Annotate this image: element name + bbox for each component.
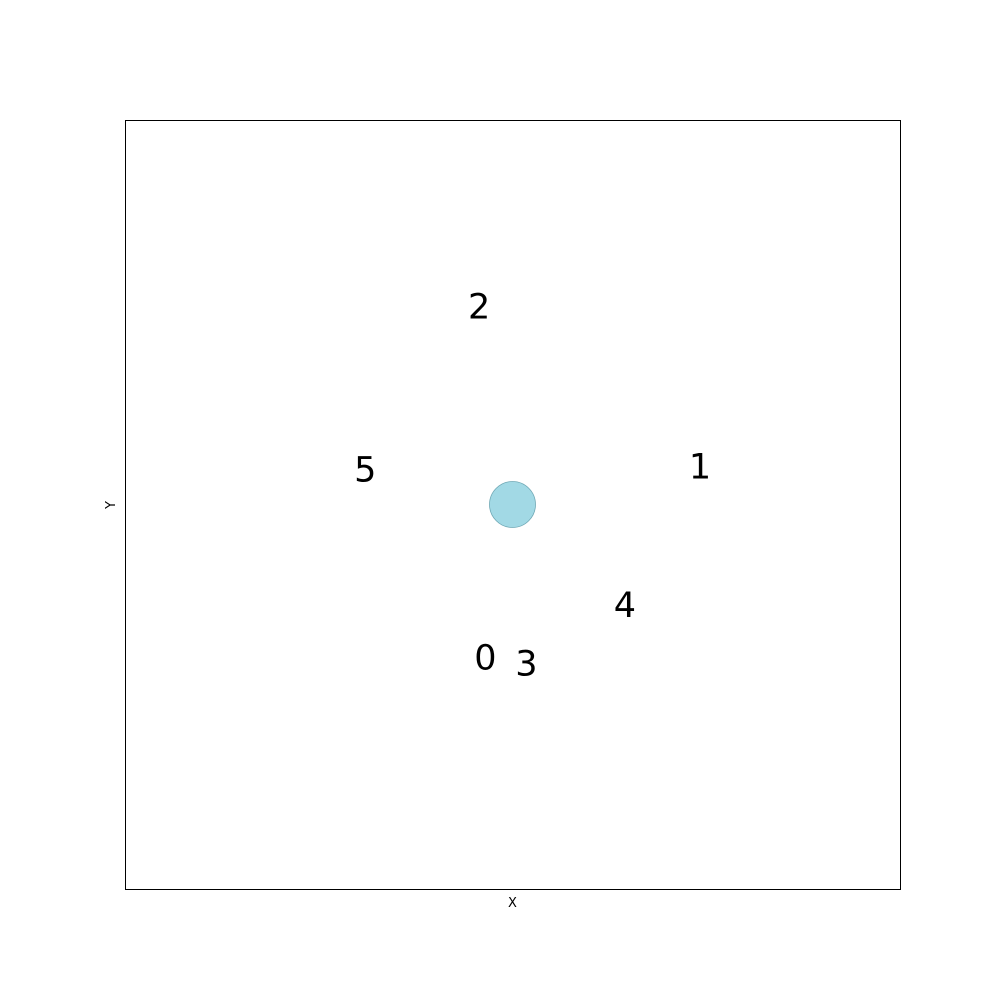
y-axis-label: Y bbox=[104, 501, 119, 510]
chart-marks: 0 1 2 3 4 5 bbox=[354, 288, 711, 685]
center-point-marker bbox=[489, 481, 536, 528]
point-label-1: 1 bbox=[689, 448, 711, 488]
point-label-3: 3 bbox=[515, 644, 537, 684]
point-label-0: 0 bbox=[474, 638, 496, 678]
x-axis-label: X bbox=[508, 896, 517, 911]
point-label-5: 5 bbox=[354, 451, 376, 491]
point-label-2: 2 bbox=[468, 288, 490, 328]
point-label-4: 4 bbox=[614, 586, 636, 626]
